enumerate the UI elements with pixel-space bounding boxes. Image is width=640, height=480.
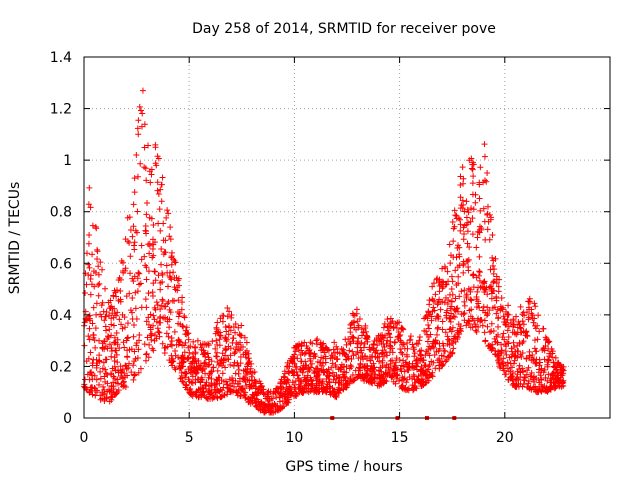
y-axis-label: SRMTID / TECUs xyxy=(7,182,23,295)
x-tick-label: 5 xyxy=(185,430,194,446)
y-tick-label: 0.2 xyxy=(50,359,72,375)
y-tick-label: 0.8 xyxy=(50,205,72,221)
x-tick-label: 20 xyxy=(496,430,514,446)
axis-ticks xyxy=(83,56,610,419)
grid-lines xyxy=(84,57,610,418)
chart-title: Day 258 of 2014, SRMTID for receiver pov… xyxy=(192,21,496,37)
y-tick-label: 0 xyxy=(63,411,72,427)
x-tick-label: 0 xyxy=(80,430,89,446)
x-axis-label: GPS time / hours xyxy=(285,459,402,475)
data-points xyxy=(81,87,567,420)
y-tick-label: 0.6 xyxy=(50,256,72,272)
plot-frame xyxy=(83,56,611,419)
y-tick-label: 1.2 xyxy=(50,102,72,118)
scatter-points xyxy=(81,87,567,416)
x-tick-label: 15 xyxy=(391,430,409,446)
y-tick-label: 0.4 xyxy=(50,308,72,324)
y-tick-label: 1 xyxy=(63,153,72,169)
tick-labels: 0 5 10 15 20 0 0.2 0.4 0.6 0.8 1 1.2 1.4 xyxy=(50,50,514,446)
y-tick-label: 1.4 xyxy=(50,50,72,66)
x-tick-label: 10 xyxy=(285,430,303,446)
